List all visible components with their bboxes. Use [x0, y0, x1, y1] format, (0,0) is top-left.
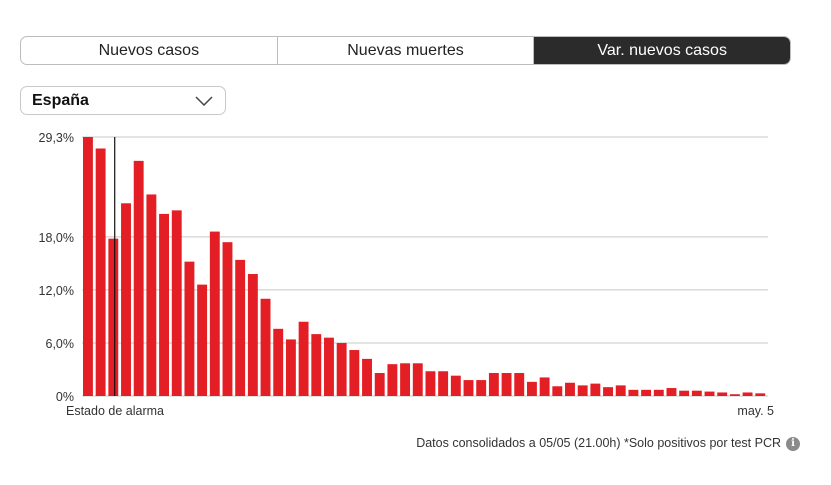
- bar: [171, 210, 182, 396]
- bar: [235, 259, 246, 396]
- y-tick-label: 29,3%: [39, 131, 74, 145]
- bar: [159, 213, 170, 396]
- tab-nuevos-casos[interactable]: Nuevos casos: [21, 37, 278, 64]
- bar: [717, 392, 728, 396]
- x-label-start: Estado de alarma: [66, 404, 164, 418]
- metric-tabs: Nuevos casos Nuevas muertes Var. nuevos …: [20, 36, 791, 65]
- bar: [133, 160, 144, 396]
- bar: [197, 284, 208, 396]
- bar: [146, 194, 157, 396]
- bar: [184, 261, 195, 396]
- bar: [273, 328, 284, 396]
- bar: [260, 298, 271, 396]
- bar: [565, 382, 575, 396]
- bar: [679, 390, 690, 396]
- bar: [285, 339, 296, 396]
- bar: [552, 386, 563, 396]
- bar: [463, 380, 474, 396]
- bar: [704, 391, 715, 396]
- bar: [488, 373, 499, 396]
- y-tick-label: 6,0%: [46, 337, 75, 351]
- bar: [641, 389, 652, 396]
- bar: [387, 364, 398, 396]
- bar: [501, 373, 512, 396]
- bar: [209, 231, 220, 396]
- bar: [729, 394, 740, 396]
- x-label-end: may. 5: [737, 404, 774, 418]
- bar: [755, 393, 766, 396]
- bar: [514, 373, 525, 396]
- footnote: Datos consolidados a 05/05 (21.00h) *Sol…: [416, 436, 781, 450]
- bar: [691, 390, 702, 396]
- bar: [450, 375, 461, 396]
- bar: [374, 373, 385, 396]
- bar: [577, 385, 588, 396]
- bar: [83, 137, 93, 396]
- bar: [590, 383, 601, 396]
- y-tick-label: 0%: [56, 390, 74, 404]
- bar: [311, 334, 322, 396]
- tab-nuevas-muertes[interactable]: Nuevas muertes: [278, 37, 535, 64]
- bar-chart: 0% 6,0% 12,0% 18,0% 29,3% Estado de alarma may…: [39, 131, 774, 418]
- bar: [539, 377, 550, 396]
- bar: [476, 380, 487, 396]
- bar: [412, 363, 423, 396]
- bar: [349, 350, 360, 396]
- region-select-value: España: [32, 91, 89, 109]
- chevron-down-icon: [195, 96, 213, 106]
- y-tick-label: 18,0%: [39, 231, 74, 245]
- bar: [222, 242, 233, 396]
- bar: [108, 238, 119, 396]
- bar: [438, 371, 449, 396]
- bar: [400, 363, 411, 396]
- bar: [362, 358, 372, 396]
- region-select[interactable]: España: [20, 86, 226, 115]
- bar: [324, 337, 334, 396]
- bar: [666, 388, 677, 396]
- bar: [603, 387, 613, 396]
- bar: [425, 371, 436, 396]
- bar: [298, 321, 309, 396]
- bar: [653, 389, 664, 396]
- bar: [247, 274, 258, 396]
- bar: [526, 381, 537, 396]
- bar: [742, 392, 753, 396]
- bar: [336, 342, 347, 396]
- bar: [121, 203, 131, 396]
- tab-var-nuevos-casos[interactable]: Var. nuevos casos: [534, 37, 790, 64]
- bar: [95, 148, 106, 396]
- bar: [628, 389, 639, 396]
- y-tick-label: 12,0%: [39, 284, 74, 298]
- info-icon[interactable]: i: [786, 437, 800, 451]
- bar: [615, 385, 626, 396]
